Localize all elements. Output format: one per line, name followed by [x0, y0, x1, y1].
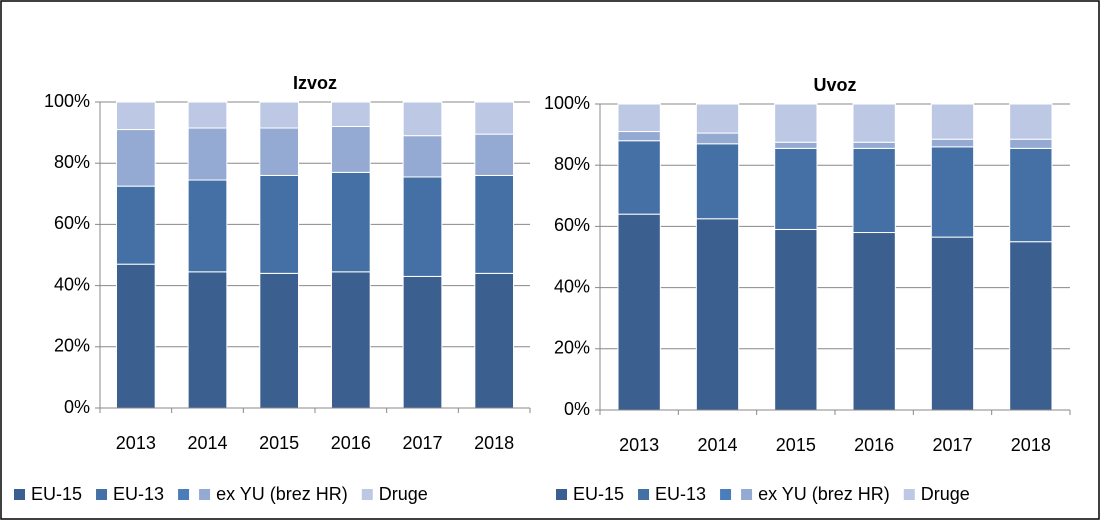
bar-segment	[115, 129, 156, 187]
bar-segment	[1009, 241, 1053, 411]
bar-segment	[187, 179, 228, 273]
bar-segment	[1009, 138, 1053, 149]
bar-segment	[774, 228, 818, 411]
bar-segment	[402, 135, 443, 178]
bar-segment	[695, 143, 740, 220]
legend-swatch	[903, 489, 915, 500]
bar-segment	[774, 141, 818, 149]
y-tick-label: 80%	[54, 152, 90, 172]
legend-label: Druge	[921, 484, 970, 504]
y-tick-label: 100%	[44, 91, 90, 111]
y-tick-label: 20%	[554, 338, 590, 358]
legend-swatch	[199, 489, 211, 500]
bar-segment	[259, 127, 300, 176]
bar-segment	[852, 232, 896, 411]
legend-label: EU-13	[113, 484, 164, 504]
bar-segment	[617, 213, 661, 411]
x-tick-label: 2018	[1011, 435, 1051, 455]
bar-segment	[115, 185, 156, 265]
x-tick-label: 2013	[619, 435, 659, 455]
bar-segment	[330, 171, 371, 273]
bar-segment	[930, 138, 975, 148]
legend-label: EU-13	[655, 484, 706, 504]
x-tick-label: 2015	[259, 433, 299, 453]
y-tick-label: 60%	[554, 215, 590, 235]
bar-segment	[115, 101, 156, 131]
y-tick-label: 100%	[544, 93, 590, 113]
bar-segment	[852, 103, 896, 143]
bar-segment	[330, 101, 371, 127]
bar-segment	[617, 131, 661, 142]
x-tick-label: 2014	[187, 433, 227, 453]
legend-swatch	[14, 489, 25, 500]
legend-swatch	[720, 489, 732, 500]
x-tick-label: 2016	[854, 435, 894, 455]
bar-segment	[695, 103, 740, 134]
bar-segment	[930, 146, 975, 238]
y-tick-label: 60%	[54, 213, 90, 233]
bar-segment	[474, 174, 515, 274]
x-tick-label: 2014	[697, 435, 737, 455]
legend-swatch	[638, 489, 650, 500]
chart-title: Izvoz	[293, 73, 337, 93]
x-tick-label: 2018	[474, 433, 514, 453]
legend-label: ex YU (brez HR)	[758, 484, 890, 504]
bar-segment	[330, 125, 371, 173]
x-tick-label: 2017	[402, 433, 442, 453]
bar-segment	[617, 140, 661, 215]
bar-segment	[187, 127, 228, 181]
x-tick-label: 2017	[932, 435, 972, 455]
legend-label: ex YU (brez HR)	[216, 484, 348, 504]
y-tick-label: 0%	[564, 399, 590, 419]
bar-segment	[617, 103, 661, 133]
bar-segment	[402, 275, 443, 409]
bar-segment	[930, 236, 975, 411]
bar-segment	[187, 271, 228, 409]
bar-segment	[695, 218, 740, 411]
x-tick-label: 2013	[116, 433, 156, 453]
bar-segment	[852, 147, 896, 234]
bar-segment	[852, 141, 896, 149]
bar-segment	[259, 272, 300, 409]
chart-title: Uvoz	[813, 75, 856, 95]
legend-swatch	[178, 489, 190, 500]
bar-segment	[774, 103, 818, 143]
y-tick-label: 0%	[64, 397, 90, 417]
legend-swatch	[361, 489, 373, 500]
legend-label: EU-15	[31, 484, 82, 504]
bar-segment	[402, 176, 443, 277]
bar-segment	[474, 133, 515, 176]
bar-segment	[474, 272, 515, 409]
bar-segment	[1009, 103, 1053, 140]
bar-segment	[402, 101, 443, 137]
legend-label: EU-15	[573, 484, 624, 504]
bar-segment	[774, 147, 818, 230]
legend-label: Druge	[379, 484, 428, 504]
y-tick-label: 20%	[54, 336, 90, 356]
y-tick-label: 40%	[554, 276, 590, 296]
bar-segment	[330, 271, 371, 409]
bar-segment	[1009, 147, 1053, 243]
bar-segment	[474, 101, 515, 135]
legend-swatch	[741, 489, 753, 500]
legend-swatch	[96, 489, 108, 500]
y-tick-label: 40%	[54, 274, 90, 294]
bar-segment	[187, 101, 228, 129]
bar-segment	[259, 101, 300, 129]
bar-segment	[259, 174, 300, 274]
x-tick-label: 2015	[776, 435, 816, 455]
bar-segment	[115, 263, 156, 409]
y-tick-label: 80%	[554, 154, 590, 174]
bar-segment	[695, 132, 740, 145]
legend-swatch	[556, 489, 567, 500]
x-tick-label: 2016	[331, 433, 371, 453]
bar-segment	[930, 103, 975, 140]
